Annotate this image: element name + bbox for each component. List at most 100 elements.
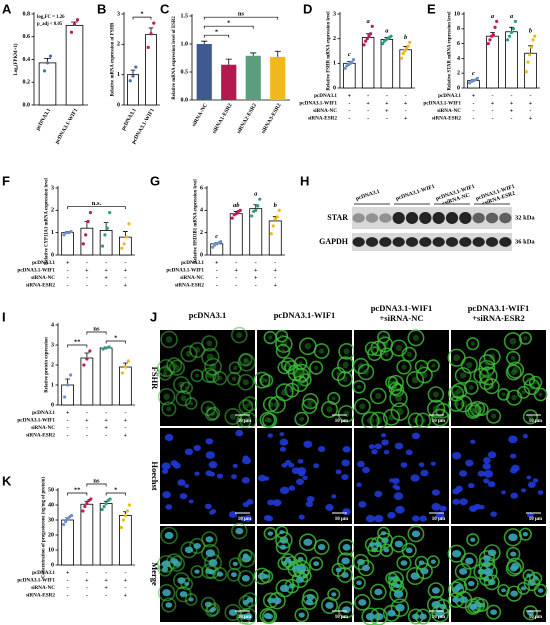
fshr-signal [292, 363, 311, 382]
nucleus [188, 499, 194, 504]
fshr-signal [364, 537, 379, 552]
data-point [250, 214, 254, 218]
fshr-signal [294, 607, 309, 623]
fshr-signal [426, 359, 440, 373]
treatment-sign: - [124, 585, 126, 591]
fshr-signal [231, 326, 248, 344]
nucleus [509, 565, 518, 572]
fshr-signal [280, 357, 296, 372]
treatment-sign: + [104, 418, 108, 424]
y-tick-label: 0.2 [23, 80, 31, 86]
scale-bar-label: 10 μm [529, 419, 543, 424]
nucleus [482, 462, 491, 470]
y-tick-label: 0.6 [23, 34, 31, 40]
fshr-signal [184, 593, 198, 606]
data-point [126, 359, 130, 363]
treatment-sign: - [235, 275, 237, 281]
fshr-signal [357, 363, 375, 381]
fshr-signal [479, 562, 498, 582]
treatment-sign: - [274, 275, 276, 281]
row-label: Hoechst [150, 461, 160, 490]
fshr-signal [275, 383, 294, 402]
panel-letter: K [2, 473, 12, 488]
y-tick-label: 2 [117, 42, 120, 48]
fshr-signal [427, 582, 445, 599]
fshr-cytoplasm [412, 334, 420, 342]
fshr-cytoplasm [419, 364, 424, 369]
bar [268, 220, 282, 256]
fshr-signal [205, 407, 219, 422]
nucleus [520, 586, 527, 591]
fshr-cytoplasm [231, 376, 237, 381]
fshr-cytoplasm [384, 352, 389, 357]
nucleus [520, 488, 527, 493]
blot-band [419, 212, 432, 224]
treatment-sign: - [473, 101, 475, 107]
data-point [529, 45, 533, 49]
fshr-signal [320, 400, 339, 418]
nucleus [341, 557, 350, 565]
data-point [526, 60, 530, 64]
fshr-cytoplasm [484, 359, 490, 366]
nucleus [272, 597, 282, 605]
nucleus [335, 469, 342, 475]
y-tick-label: 2 [457, 71, 460, 77]
y-tick-label: 0.0 [181, 97, 189, 103]
fshr-cytoplasm [280, 334, 284, 338]
fshr-cytoplasm [242, 379, 249, 386]
nucleus [313, 463, 320, 469]
treatment-sign: - [367, 116, 369, 122]
fshr-cytoplasm [268, 335, 273, 340]
treatment-sign: - [492, 116, 494, 122]
nucleus [508, 435, 518, 444]
column-header: +siRNA-NC [379, 313, 423, 323]
data-point [406, 44, 410, 48]
nucleus [383, 547, 390, 553]
fshr-signal [212, 566, 228, 582]
data-point [104, 501, 108, 506]
fshr-signal [275, 343, 291, 359]
nucleus [228, 609, 238, 616]
y-tick-label: 6 [200, 185, 203, 191]
fshr-cytoplasm [510, 355, 516, 361]
treatment-sign: - [348, 116, 350, 122]
nucleus [356, 580, 362, 586]
nucleus [435, 511, 445, 520]
y-tick-label: 4 [457, 56, 460, 62]
fshr-cytoplasm [163, 393, 170, 400]
treatment-sign: - [216, 275, 218, 281]
data-point [105, 226, 109, 230]
nucleus [297, 458, 304, 464]
fshr-cytoplasm [273, 401, 281, 408]
fshr-cytoplasm [432, 391, 439, 398]
panel-letter: A [2, 1, 12, 16]
significance-label: ns [93, 477, 100, 484]
fshr-cytoplasm [366, 417, 374, 425]
significance-letter: c [215, 233, 218, 240]
panel-letter: F [2, 173, 10, 188]
data-point [365, 37, 369, 41]
scale-bar-label: 10 μm [529, 517, 543, 522]
data-point [81, 242, 85, 246]
fshr-signal [416, 366, 433, 384]
cells [161, 429, 254, 522]
treatment-sign: + [348, 93, 352, 99]
treatment-sign: - [67, 268, 69, 274]
fshr-cytoplasm [523, 336, 528, 341]
fshr-cytoplasm [162, 371, 168, 376]
nucleus [165, 504, 173, 510]
nucleus [431, 587, 440, 594]
nucleus [216, 473, 224, 479]
fshr-signal [396, 359, 412, 375]
nucleus [306, 495, 315, 503]
nucleus [325, 504, 334, 511]
fshr-signal [226, 567, 241, 582]
y-tick-label: 1.5 [181, 13, 189, 19]
data-point [404, 46, 409, 51]
scale-bar-label: 10 μm [432, 419, 446, 424]
panel-letter: C [160, 1, 170, 16]
nucleus [455, 485, 464, 493]
data-point [343, 66, 347, 70]
fshr-signal [180, 577, 194, 591]
